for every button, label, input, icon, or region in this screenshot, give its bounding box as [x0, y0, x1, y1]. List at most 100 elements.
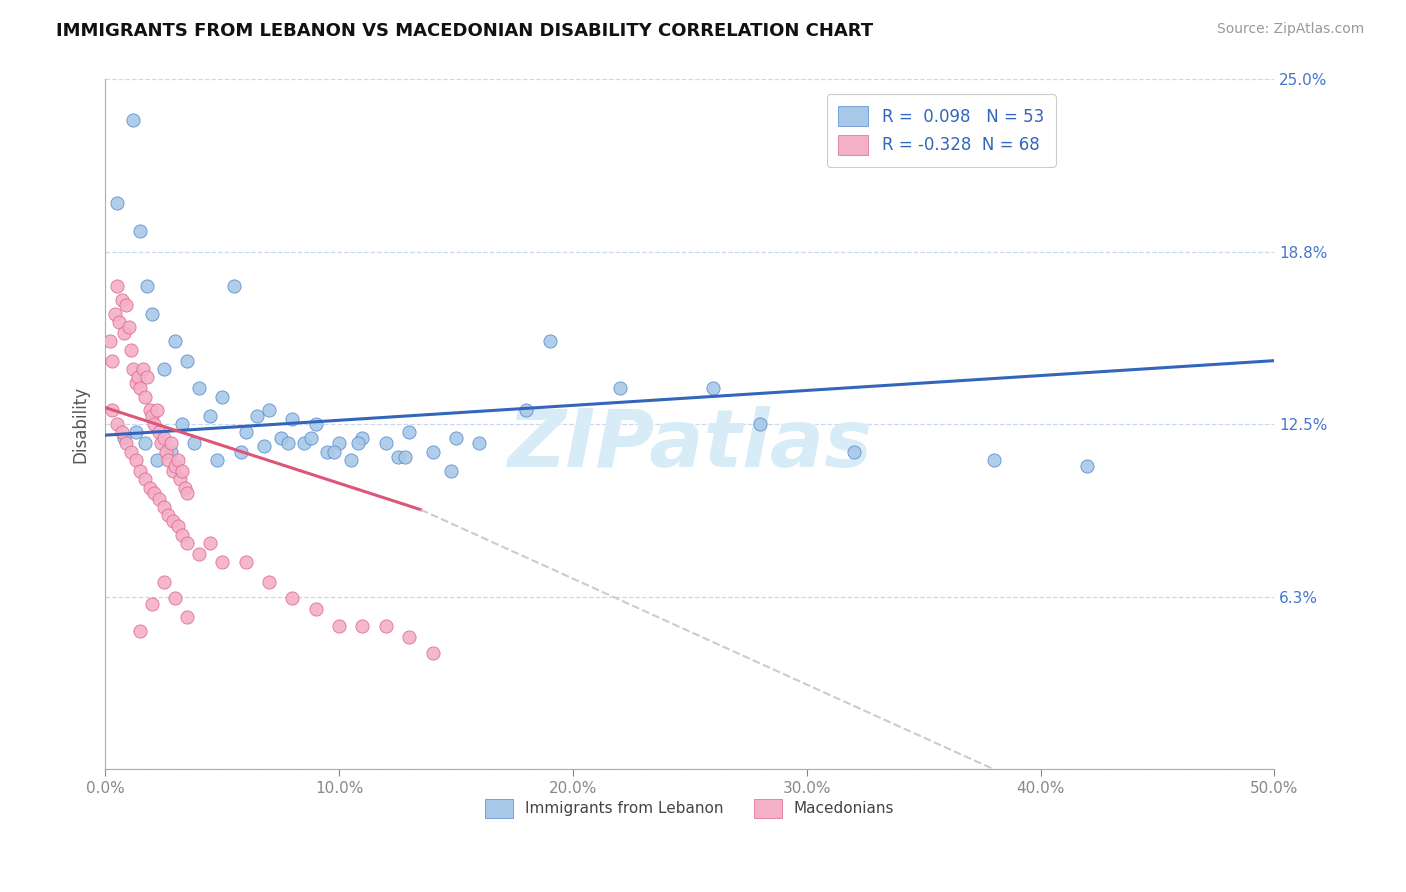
Point: [162, 514, 184, 528]
Point: [152, 574, 174, 589]
Point: [257, 403, 280, 417]
Point: [169, 472, 191, 486]
Point: [176, 610, 198, 624]
Point: [152, 431, 174, 445]
Point: [1076, 458, 1098, 473]
Point: [134, 472, 156, 486]
Point: [538, 334, 561, 349]
Point: [422, 646, 444, 660]
Point: [211, 555, 233, 569]
Point: [129, 381, 152, 395]
Point: [609, 381, 631, 395]
Point: [749, 417, 772, 431]
Point: [187, 381, 209, 395]
Point: [346, 436, 368, 450]
Point: [374, 618, 396, 632]
Point: [983, 453, 1005, 467]
Point: [277, 436, 299, 450]
Point: [152, 500, 174, 514]
Point: [173, 481, 195, 495]
Point: [110, 425, 132, 440]
Point: [122, 113, 145, 128]
Point: [159, 436, 181, 450]
Point: [129, 624, 152, 639]
Point: [281, 411, 304, 425]
Point: [183, 436, 205, 450]
Point: [152, 362, 174, 376]
Point: [105, 417, 128, 431]
Point: [257, 574, 280, 589]
Point: [103, 307, 125, 321]
Point: [292, 436, 315, 450]
Point: [270, 431, 292, 445]
Point: [166, 519, 188, 533]
Point: [115, 436, 138, 450]
Point: [316, 444, 339, 458]
Point: [328, 618, 350, 632]
Point: [328, 436, 350, 450]
Text: ZIPatlas: ZIPatlas: [508, 406, 872, 483]
Point: [246, 409, 269, 423]
Point: [176, 353, 198, 368]
Point: [172, 527, 194, 541]
Point: [145, 453, 167, 467]
Point: [101, 403, 124, 417]
Point: [842, 444, 865, 458]
Point: [124, 453, 146, 467]
Point: [172, 417, 194, 431]
Point: [235, 555, 257, 569]
Point: [105, 279, 128, 293]
Point: [155, 444, 177, 458]
Point: [422, 444, 444, 458]
Point: [159, 444, 181, 458]
Point: [108, 315, 131, 329]
Point: [299, 431, 322, 445]
Point: [138, 403, 160, 417]
Point: [157, 508, 180, 523]
Point: [143, 417, 166, 431]
Point: [110, 293, 132, 307]
Point: [165, 591, 187, 606]
Point: [323, 444, 346, 458]
Point: [157, 453, 180, 467]
Point: [150, 436, 173, 450]
Point: [162, 464, 184, 478]
Point: [352, 431, 374, 445]
Point: [138, 481, 160, 495]
Point: [229, 444, 252, 458]
Point: [172, 464, 194, 478]
Point: [515, 403, 537, 417]
Point: [134, 390, 156, 404]
Point: [165, 458, 187, 473]
Point: [145, 403, 167, 417]
Point: [352, 618, 374, 632]
Point: [165, 334, 187, 349]
Point: [141, 597, 163, 611]
Point: [136, 370, 159, 384]
Point: [129, 464, 152, 478]
Point: [141, 307, 163, 321]
Point: [253, 439, 276, 453]
Point: [200, 409, 222, 423]
Point: [222, 279, 245, 293]
Legend: Immigrants from Lebanon, Macedonians: Immigrants from Lebanon, Macedonians: [479, 793, 900, 824]
Point: [339, 453, 361, 467]
Point: [305, 602, 328, 616]
Point: [112, 326, 135, 340]
Point: [211, 390, 233, 404]
Point: [148, 491, 170, 506]
Point: [468, 436, 491, 450]
Y-axis label: Disability: Disability: [72, 385, 89, 463]
Point: [143, 486, 166, 500]
Text: IMMIGRANTS FROM LEBANON VS MACEDONIAN DISABILITY CORRELATION CHART: IMMIGRANTS FROM LEBANON VS MACEDONIAN DI…: [56, 22, 873, 40]
Text: Source: ZipAtlas.com: Source: ZipAtlas.com: [1216, 22, 1364, 37]
Point: [440, 464, 463, 478]
Point: [129, 224, 152, 238]
Point: [166, 453, 188, 467]
Point: [702, 381, 724, 395]
Point: [115, 298, 138, 312]
Point: [305, 417, 328, 431]
Point: [98, 334, 121, 349]
Point: [101, 353, 124, 368]
Point: [207, 453, 229, 467]
